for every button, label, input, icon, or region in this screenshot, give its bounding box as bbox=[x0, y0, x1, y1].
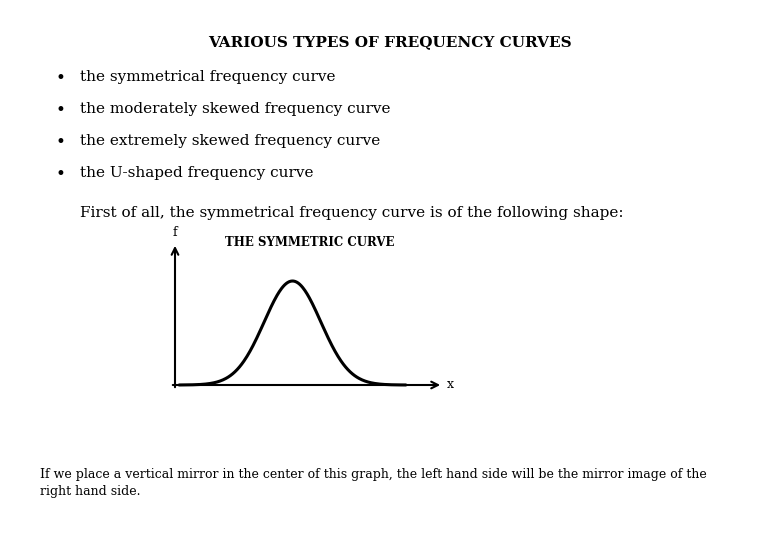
Text: the U-shaped frequency curve: the U-shaped frequency curve bbox=[80, 166, 314, 180]
Text: f: f bbox=[172, 226, 177, 239]
Text: •: • bbox=[55, 134, 65, 151]
Text: the moderately skewed frequency curve: the moderately skewed frequency curve bbox=[80, 102, 391, 116]
Text: •: • bbox=[55, 70, 65, 87]
Text: right hand side.: right hand side. bbox=[40, 485, 140, 498]
Text: the extremely skewed frequency curve: the extremely skewed frequency curve bbox=[80, 134, 381, 148]
Text: THE SYMMETRIC CURVE: THE SYMMETRIC CURVE bbox=[225, 236, 395, 249]
Text: If we place a vertical mirror in the center of this graph, the left hand side wi: If we place a vertical mirror in the cen… bbox=[40, 468, 707, 481]
Text: x: x bbox=[447, 379, 454, 392]
Text: First of all, the symmetrical frequency curve is of the following shape:: First of all, the symmetrical frequency … bbox=[80, 206, 624, 220]
Text: •: • bbox=[55, 166, 65, 183]
Text: •: • bbox=[55, 102, 65, 119]
Text: VARIOUS TYPES OF FREQUENCY CURVES: VARIOUS TYPES OF FREQUENCY CURVES bbox=[208, 35, 572, 49]
Text: the symmetrical frequency curve: the symmetrical frequency curve bbox=[80, 70, 335, 84]
